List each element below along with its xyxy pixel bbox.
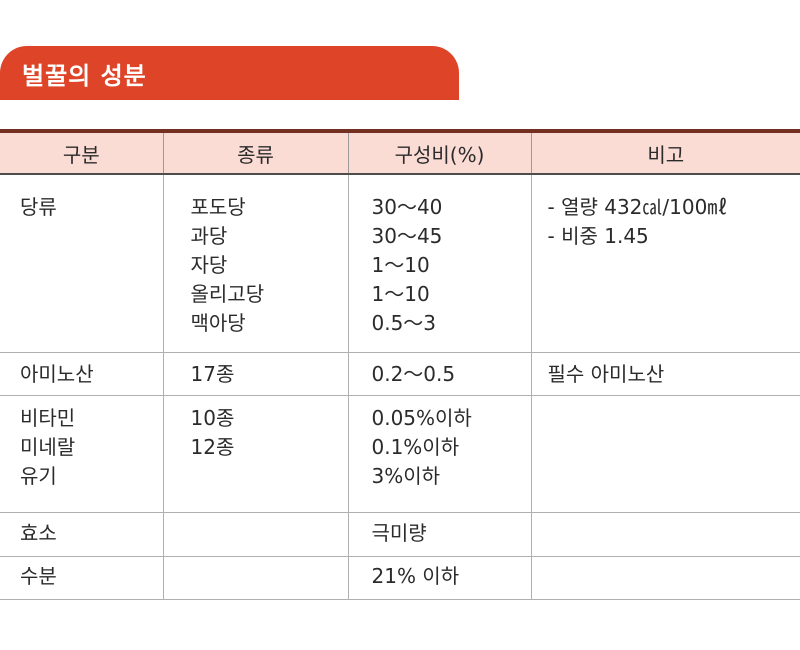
cell-note — [530, 556, 800, 600]
cell-ratio: 극미량 — [347, 512, 531, 557]
cell-line: 0.2～0.5 — [371, 361, 456, 386]
cell-line: 12종 — [190, 434, 235, 459]
cell-line: 30～45 — [371, 224, 443, 248]
header-type: 종류 — [162, 129, 348, 175]
cell-line: 0.5～3 — [371, 311, 437, 335]
header-ratio: 구성비(%) — [347, 129, 531, 175]
cell-line: 과당 — [190, 224, 228, 248]
table-row: 당류 포도당 과당 자당 올리고당 맥아당 30～40 30～45 1～10 1… — [0, 174, 800, 353]
header-category: 구분 — [0, 129, 163, 175]
cell-line: 0.1%이하 — [371, 434, 460, 459]
cell-line: 0.05%이하 — [371, 405, 472, 430]
table-row: 수분 21% 이하 — [0, 556, 800, 600]
cell-line: 10종 — [190, 405, 235, 430]
cell-line: 자당 — [190, 253, 228, 277]
cell-category: 수분 — [0, 556, 163, 600]
cell-line: 올리고당 — [190, 282, 265, 306]
cell-line: 3%이하 — [371, 463, 441, 488]
title-banner: 벌꿀의 성분 — [0, 46, 459, 100]
cell-note: - 열량 432㎈/100㎖ - 비중 1.45 — [530, 174, 800, 353]
table-row: 아미노산 17종 0.2～0.5 필수 아미노산 — [0, 352, 800, 396]
cell-type — [162, 556, 348, 600]
table-header-row: 구분 종류 구성비(%) 비고 — [0, 129, 800, 175]
cell-line: 극미량 — [371, 520, 427, 545]
cell-category: 효소 — [0, 512, 163, 557]
cell-ratio: 21% 이하 — [347, 556, 531, 600]
cell-line: 유기 — [20, 463, 57, 488]
cell-category: 아미노산 — [0, 352, 163, 396]
table-row: 비타민 미네랄 유기 10종 12종 0.05%이하 0.1%이하 3%이하 — [0, 395, 800, 513]
table-row: 효소 극미량 — [0, 512, 800, 557]
cell-line: 포도당 — [190, 195, 246, 219]
cell-category: 당류 — [0, 174, 163, 353]
cell-line: 21% 이하 — [371, 563, 460, 588]
page-title: 벌꿀의 성분 — [22, 61, 147, 90]
cell-note: 필수 아미노산 — [530, 352, 800, 396]
cell-type: 포도당 과당 자당 올리고당 맥아당 — [162, 174, 348, 353]
cell-line: 비타민 — [20, 405, 76, 430]
cell-line: 효소 — [20, 520, 57, 545]
cell-line: 30～40 — [371, 195, 443, 219]
cell-category: 비타민 미네랄 유기 — [0, 395, 163, 513]
cell-line: 필수 아미노산 — [547, 361, 665, 386]
cell-line: 당류 — [20, 195, 57, 219]
honey-composition-table: 구분 종류 구성비(%) 비고 당류 포도당 과당 자당 올리고당 맥아당 — [0, 129, 800, 600]
cell-ratio: 30～40 30～45 1～10 1～10 0.5～3 — [347, 174, 531, 353]
cell-note — [530, 512, 800, 557]
cell-type — [162, 512, 348, 557]
cell-type: 17종 — [162, 352, 348, 396]
header-note: 비고 — [530, 129, 800, 175]
cell-line: 1～10 — [371, 282, 430, 306]
cell-note — [530, 395, 800, 513]
cell-ratio: 0.05%이하 0.1%이하 3%이하 — [347, 395, 531, 513]
cell-line: 아미노산 — [20, 361, 94, 386]
cell-line: 맥아당 — [190, 311, 246, 335]
cell-line: 수분 — [20, 563, 57, 588]
cell-ratio: 0.2～0.5 — [347, 352, 531, 396]
cell-line: 17종 — [190, 361, 235, 386]
cell-line: 1～10 — [371, 253, 430, 277]
cell-type: 10종 12종 — [162, 395, 348, 513]
cell-line: - 비중 1.45 — [547, 224, 649, 248]
cell-line: - 열량 432㎈/100㎖ — [547, 195, 728, 219]
cell-line: 미네랄 — [20, 434, 76, 459]
